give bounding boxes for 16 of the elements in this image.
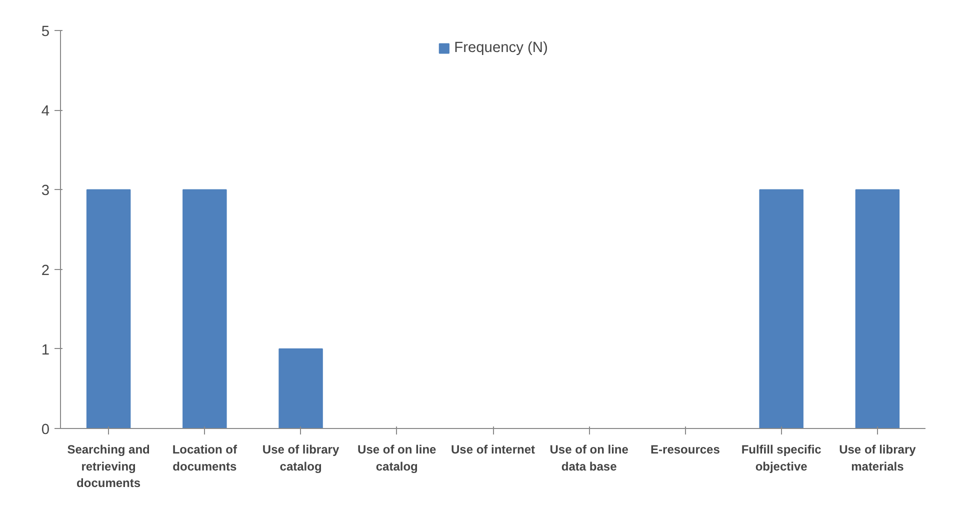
y-tick-label: 1 [41, 342, 50, 358]
x-tick-label: Use of internet [450, 442, 536, 456]
y-tick-label: 0 [41, 422, 50, 438]
x-tick-label: Location of documents [172, 442, 238, 474]
x-tick-label: Use of library catalog [262, 442, 340, 474]
x-tick-label: E-resources [650, 442, 720, 456]
x-tick-label: Searching and retrieving documents [67, 442, 150, 490]
x-tick-label: Fulfill specific objective [741, 442, 822, 474]
y-tick-label: 5 [41, 24, 50, 40]
y-tick-label: 2 [41, 262, 50, 279]
legend-label: Frequency (N) [454, 40, 548, 56]
x-tick-label: Use of on line data base [550, 442, 629, 474]
y-tick-label: 4 [41, 104, 50, 120]
y-tick-label: 3 [41, 183, 50, 200]
x-tick-label: Use of on line catalog [358, 442, 437, 474]
x-tick-label: Use of library materials [839, 442, 916, 474]
